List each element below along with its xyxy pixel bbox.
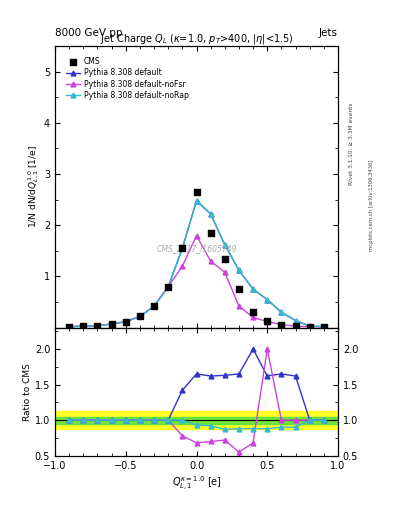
Pythia 8.308 default [251, 286, 255, 292]
Pythia 8.308 default-noRap [123, 318, 128, 325]
Pythia 8.308 default-noRap [279, 309, 284, 315]
Pythia 8.308 default [180, 245, 185, 251]
Pythia 8.308 default-noRap [109, 321, 114, 327]
Pythia 8.308 default-noFsr [237, 303, 241, 309]
CMS [80, 322, 86, 330]
Pythia 8.308 default-noRap [208, 211, 213, 217]
CMS [165, 283, 171, 291]
Pythia 8.308 default [222, 242, 227, 248]
Pythia 8.308 default-noFsr [95, 323, 100, 329]
Pythia 8.308 default-noFsr [222, 269, 227, 275]
Pythia 8.308 default [194, 198, 199, 204]
CMS [66, 323, 72, 331]
Pythia 8.308 default-noFsr [307, 324, 312, 330]
CMS [236, 285, 242, 293]
Text: CMS_2017_I1605749: CMS_2017_I1605749 [156, 244, 237, 253]
Title: Jet Charge $Q_L$ ($\kappa$=1.0, $p_T$>400, $|\eta|$<1.5): Jet Charge $Q_L$ ($\kappa$=1.0, $p_T$>40… [99, 32, 294, 46]
Pythia 8.308 default-noRap [237, 267, 241, 273]
CMS [222, 254, 228, 263]
CMS [307, 323, 313, 331]
Pythia 8.308 default [95, 323, 100, 329]
Pythia 8.308 default [293, 317, 298, 324]
Pythia 8.308 default-noRap [265, 296, 270, 303]
Pythia 8.308 default-noRap [138, 313, 142, 319]
Pythia 8.308 default [123, 318, 128, 325]
CMS [278, 321, 285, 329]
Pythia 8.308 default-noFsr [180, 263, 185, 269]
Pythia 8.308 default-noRap [222, 242, 227, 248]
Pythia 8.308 default-noRap [251, 286, 255, 292]
Pythia 8.308 default-noFsr [293, 323, 298, 329]
Pythia 8.308 default [279, 309, 284, 315]
CMS [193, 188, 200, 196]
Bar [55, 417, 338, 424]
Pythia 8.308 default-noRap [95, 323, 100, 329]
CMS [108, 320, 115, 328]
Pythia 8.308 default-noFsr [123, 318, 128, 325]
Y-axis label: Ratio to CMS: Ratio to CMS [23, 362, 32, 421]
Pythia 8.308 default [109, 321, 114, 327]
Pythia 8.308 default-noFsr [194, 232, 199, 239]
Text: Rivet 3.1.10, ≥ 3.3M events: Rivet 3.1.10, ≥ 3.3M events [349, 102, 354, 185]
Legend: CMS, Pythia 8.308 default, Pythia 8.308 default-noFsr, Pythia 8.308 default-noRa: CMS, Pythia 8.308 default, Pythia 8.308 … [64, 55, 190, 101]
Pythia 8.308 default [237, 267, 241, 273]
Bar [55, 411, 338, 430]
Pythia 8.308 default-noRap [307, 323, 312, 329]
Pythia 8.308 default-noFsr [152, 303, 156, 309]
CMS [264, 316, 270, 325]
CMS [179, 244, 185, 252]
CMS [250, 308, 256, 316]
Pythia 8.308 default-noFsr [279, 322, 284, 328]
Pythia 8.308 default [67, 324, 72, 330]
Pythia 8.308 default-noRap [321, 324, 326, 330]
X-axis label: $Q^{\kappa=1.0}_{L,1}$ [e]: $Q^{\kappa=1.0}_{L,1}$ [e] [171, 475, 222, 493]
Pythia 8.308 default-noFsr [251, 314, 255, 321]
Pythia 8.308 default [265, 296, 270, 303]
CMS [123, 317, 129, 326]
CMS [208, 229, 214, 237]
Line: Pythia 8.308 default-noRap: Pythia 8.308 default-noRap [67, 198, 326, 329]
Pythia 8.308 default [307, 323, 312, 329]
Pythia 8.308 default [138, 313, 142, 319]
Pythia 8.308 default [81, 323, 86, 329]
CMS [94, 322, 101, 330]
Pythia 8.308 default-noFsr [138, 313, 142, 319]
CMS [151, 302, 157, 310]
CMS [292, 322, 299, 330]
Pythia 8.308 default-noFsr [265, 318, 270, 325]
Pythia 8.308 default-noFsr [166, 284, 171, 290]
Line: Pythia 8.308 default: Pythia 8.308 default [67, 198, 326, 329]
CMS [137, 312, 143, 321]
Text: Jets: Jets [319, 28, 338, 38]
Pythia 8.308 default-noRap [180, 245, 185, 251]
Pythia 8.308 default-noRap [152, 303, 156, 309]
Pythia 8.308 default-noFsr [109, 321, 114, 327]
CMS [321, 323, 327, 331]
Pythia 8.308 default-noFsr [321, 324, 326, 330]
Pythia 8.308 default-noRap [194, 198, 199, 204]
Pythia 8.308 default-noRap [293, 317, 298, 324]
Pythia 8.308 default-noRap [166, 284, 171, 290]
Line: Pythia 8.308 default-noFsr: Pythia 8.308 default-noFsr [67, 233, 326, 329]
Pythia 8.308 default [152, 303, 156, 309]
Pythia 8.308 default [208, 211, 213, 217]
Pythia 8.308 default-noFsr [81, 323, 86, 329]
Pythia 8.308 default-noRap [81, 323, 86, 329]
Pythia 8.308 default-noRap [67, 324, 72, 330]
Y-axis label: 1/N dN/d$Q^{1.0}_{L,1}$ [1/e]: 1/N dN/d$Q^{1.0}_{L,1}$ [1/e] [26, 145, 41, 228]
Pythia 8.308 default [321, 324, 326, 330]
Pythia 8.308 default-noFsr [208, 258, 213, 264]
Text: 8000 GeV pp: 8000 GeV pp [55, 28, 123, 38]
Text: mcplots.cern.ch [arXiv:1306.3436]: mcplots.cern.ch [arXiv:1306.3436] [369, 159, 374, 250]
Pythia 8.308 default [166, 284, 171, 290]
Pythia 8.308 default-noFsr [67, 324, 72, 330]
